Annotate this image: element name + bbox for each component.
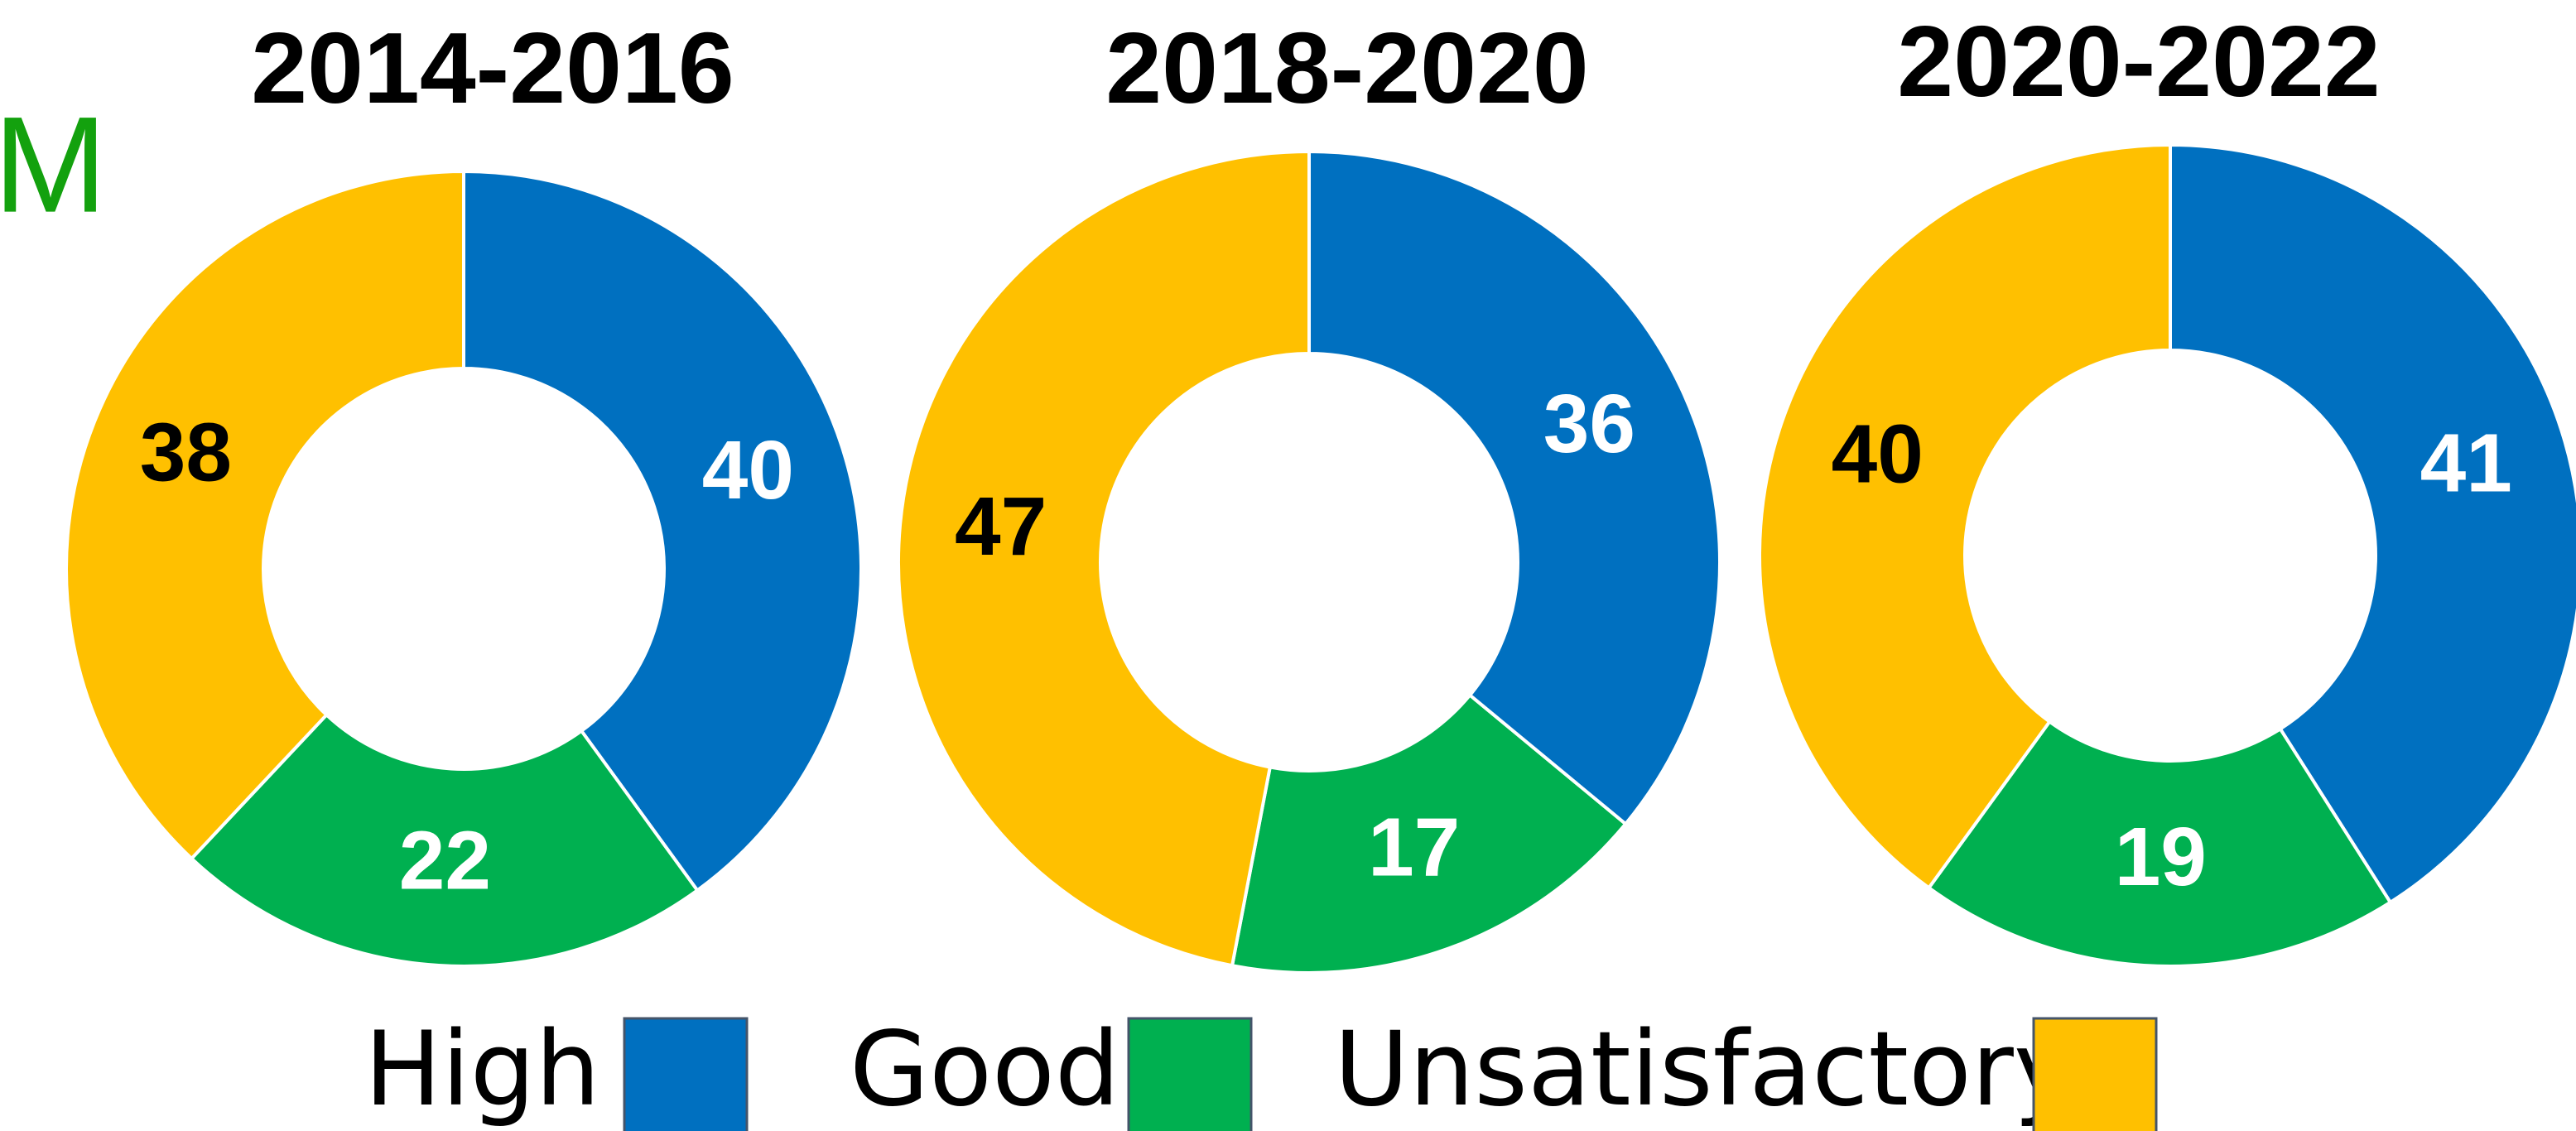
chart-title: 2018-2020 — [1105, 12, 1588, 124]
donut-slice — [897, 149, 1311, 968]
legend-swatch — [623, 1017, 749, 1131]
data-label: 17 — [1368, 801, 1460, 893]
donut-slice — [1230, 692, 1628, 975]
donut-slice — [189, 712, 700, 968]
chart-title: 2014-2016 — [251, 12, 734, 124]
side-text: M — [0, 89, 107, 241]
data-label: 40 — [1832, 407, 1924, 500]
data-label: 47 — [955, 480, 1047, 573]
donut-slice — [65, 169, 465, 861]
legend-label: Unsatisfactory — [1334, 1010, 2074, 1129]
data-label: 19 — [2115, 811, 2207, 903]
data-label: 38 — [140, 407, 232, 499]
donut-slice — [2169, 142, 2576, 905]
legend-label: High — [364, 1010, 600, 1129]
legend-label: Good — [850, 1010, 1120, 1129]
legend-swatch — [1127, 1017, 1253, 1131]
donut-slice — [462, 169, 863, 893]
donut-slice — [1758, 142, 2172, 891]
donut-slice — [1926, 719, 2393, 968]
legend-swatch — [2032, 1017, 2158, 1131]
donut-slice — [1307, 149, 1721, 826]
data-label: 41 — [2420, 417, 2512, 510]
data-label: 40 — [702, 424, 794, 517]
data-label: 22 — [399, 815, 491, 907]
chart-title: 2020-2022 — [1897, 5, 2380, 118]
data-label: 36 — [1543, 378, 1635, 470]
